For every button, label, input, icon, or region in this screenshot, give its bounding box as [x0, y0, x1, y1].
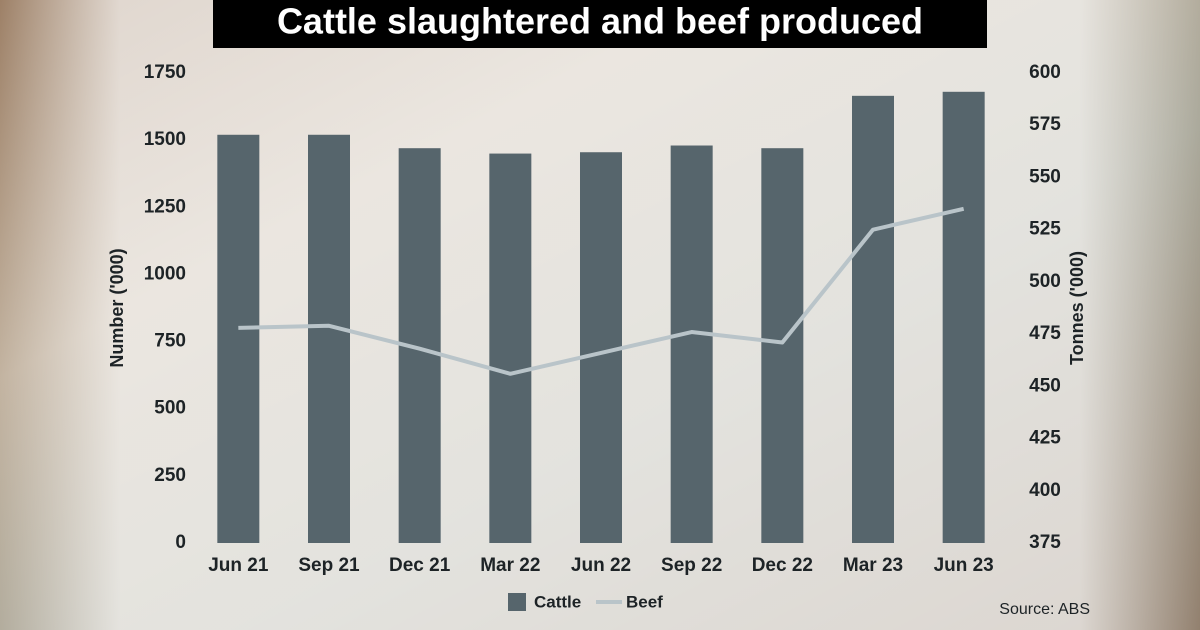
- x-tick-label: Dec 22: [752, 555, 813, 576]
- bar: [852, 95, 894, 543]
- y2-tick-label: 450: [1029, 375, 1061, 396]
- legend-label: Cattle: [534, 592, 581, 611]
- bar: [580, 152, 622, 543]
- y2-tick-label: 550: [1029, 166, 1061, 187]
- y-tick-label: 1750: [144, 62, 186, 83]
- y2-tick-label: 600: [1029, 62, 1061, 83]
- y2-tick-label: 400: [1029, 480, 1061, 501]
- y2-tick-label: 375: [1029, 532, 1061, 553]
- y-tick-label: 1500: [144, 129, 186, 150]
- bar: [942, 91, 985, 544]
- x-tick-label: Dec 21: [389, 555, 451, 576]
- bar: [670, 145, 713, 543]
- y2-tick-label: 525: [1029, 219, 1061, 240]
- x-tick-label: Sep 22: [661, 555, 722, 576]
- x-tick-label: Jun 21: [208, 555, 269, 576]
- y2-tick-label: 425: [1029, 428, 1061, 449]
- y-tick-label: 750: [154, 331, 186, 352]
- y2-axis-title: Tonnes ('000): [1067, 251, 1087, 365]
- bar: [489, 153, 532, 544]
- y-tick-label: 500: [154, 398, 186, 419]
- x-tick-label: Jun 22: [571, 555, 631, 576]
- x-tick-label: Jun 23: [934, 555, 994, 576]
- bar: [217, 134, 260, 543]
- source: Source: ABS: [999, 601, 1090, 618]
- title-box: [213, 0, 987, 48]
- bar: [308, 134, 350, 543]
- x-tick-label: Mar 22: [480, 555, 540, 576]
- y2-tick-label: 500: [1029, 271, 1061, 292]
- x-tick-label: Sep 21: [298, 555, 360, 576]
- y-tick-label: 1250: [144, 196, 186, 217]
- y2-tick-label: 575: [1029, 114, 1061, 135]
- legend-label: Beef: [626, 592, 663, 611]
- y-tick-label: 1000: [144, 263, 186, 284]
- legend-swatch: [508, 593, 526, 611]
- y-tick-label: 0: [175, 532, 186, 553]
- y2-tick-label: 475: [1029, 323, 1061, 344]
- chart-title: Cattle slaughtered and beef produced: [277, 1, 923, 42]
- y-axis-title: Number ('000): [107, 248, 127, 367]
- bar: [761, 148, 804, 543]
- line: [238, 206, 965, 376]
- x-tick-label: Mar 23: [843, 555, 903, 576]
- y-tick-label: 250: [154, 465, 186, 486]
